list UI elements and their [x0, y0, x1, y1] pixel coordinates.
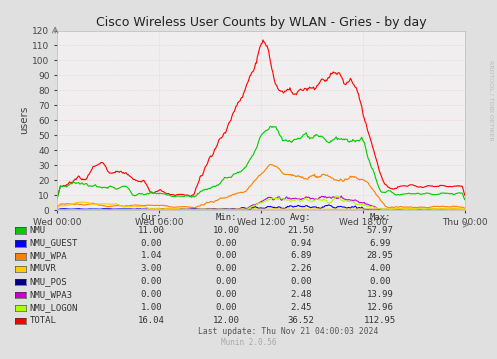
Title: Cisco Wireless User Counts by WLAN - Gries - by day: Cisco Wireless User Counts by WLAN - Gri…: [95, 17, 426, 29]
Text: Last update: Thu Nov 21 04:00:03 2024: Last update: Thu Nov 21 04:00:03 2024: [198, 327, 378, 336]
Text: 3.00: 3.00: [141, 264, 163, 274]
Text: 2.45: 2.45: [290, 303, 312, 312]
Text: 0.00: 0.00: [141, 290, 163, 299]
Text: 21.50: 21.50: [287, 225, 314, 235]
Text: 0.00: 0.00: [215, 290, 237, 299]
Text: Cur:: Cur:: [141, 213, 163, 222]
Text: 28.95: 28.95: [367, 251, 394, 261]
Text: NMU: NMU: [30, 225, 46, 235]
Text: 13.99: 13.99: [367, 290, 394, 299]
Text: 1.04: 1.04: [141, 251, 163, 261]
Text: 2.48: 2.48: [290, 290, 312, 299]
Text: 6.89: 6.89: [290, 251, 312, 261]
Text: 2.26: 2.26: [290, 264, 312, 274]
Text: 0.00: 0.00: [369, 277, 391, 286]
Text: 12.96: 12.96: [367, 303, 394, 312]
Text: 11.00: 11.00: [138, 225, 165, 235]
Text: NMU_WPA3: NMU_WPA3: [30, 290, 73, 299]
Text: 0.00: 0.00: [215, 264, 237, 274]
Text: 12.00: 12.00: [213, 316, 240, 325]
Text: Max:: Max:: [369, 213, 391, 222]
Text: NMU_WPA: NMU_WPA: [30, 251, 68, 261]
Text: 0.00: 0.00: [290, 277, 312, 286]
Text: 4.00: 4.00: [369, 264, 391, 274]
Text: 0.00: 0.00: [141, 277, 163, 286]
Text: 6.99: 6.99: [369, 238, 391, 248]
Text: NMU_GUEST: NMU_GUEST: [30, 238, 78, 248]
Text: 0.00: 0.00: [215, 251, 237, 261]
Text: Avg:: Avg:: [290, 213, 312, 222]
Text: Munin 2.0.56: Munin 2.0.56: [221, 338, 276, 347]
Text: Min:: Min:: [215, 213, 237, 222]
Text: 36.52: 36.52: [287, 316, 314, 325]
Y-axis label: users: users: [19, 106, 29, 135]
Text: 0.00: 0.00: [215, 303, 237, 312]
Text: 0.00: 0.00: [215, 277, 237, 286]
Text: 0.00: 0.00: [215, 238, 237, 248]
Text: 1.00: 1.00: [141, 303, 163, 312]
Text: NMU_POS: NMU_POS: [30, 277, 68, 286]
Text: 16.04: 16.04: [138, 316, 165, 325]
Text: 57.97: 57.97: [367, 225, 394, 235]
Text: NMUVR: NMUVR: [30, 264, 57, 274]
Text: 0.00: 0.00: [141, 238, 163, 248]
Text: 0.94: 0.94: [290, 238, 312, 248]
Text: NMU_LOGON: NMU_LOGON: [30, 303, 78, 312]
Text: 10.00: 10.00: [213, 225, 240, 235]
Text: TOTAL: TOTAL: [30, 316, 57, 325]
Text: RRDTOOL / TOBI OETIKER: RRDTOOL / TOBI OETIKER: [488, 60, 493, 141]
Text: 112.95: 112.95: [364, 316, 396, 325]
